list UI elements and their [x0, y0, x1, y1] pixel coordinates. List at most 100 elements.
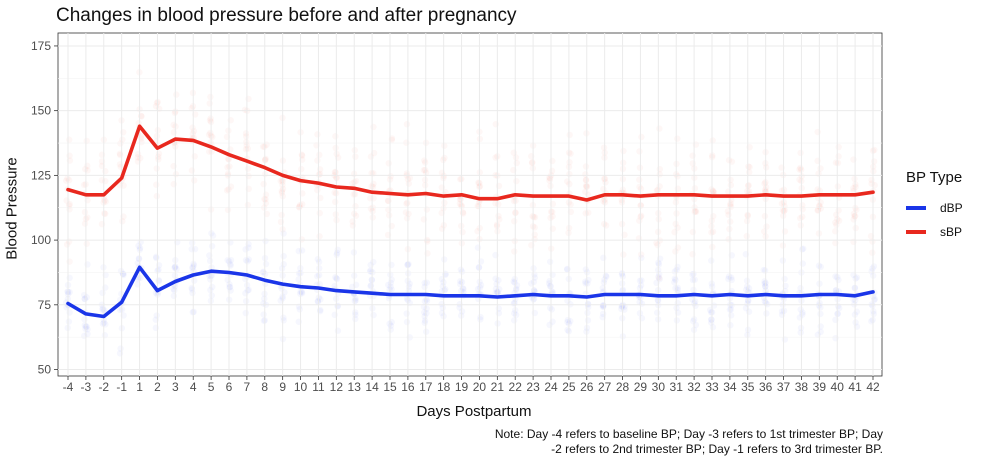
data-point-sbp [869, 238, 876, 245]
data-point-dbp [224, 276, 231, 284]
data-point-dbp [331, 311, 338, 319]
data-point-dbp [546, 282, 554, 290]
data-point-sbp [513, 177, 520, 185]
data-point-sbp [83, 137, 90, 145]
data-point-dbp [548, 306, 556, 313]
data-point-dbp [672, 276, 679, 284]
legend-item-sbp: sBP [906, 220, 963, 244]
data-point-sbp [385, 160, 392, 167]
data-point-sbp [421, 166, 429, 174]
x-tick-label: -2 [98, 380, 109, 394]
data-point-sbp [190, 127, 198, 135]
data-point-sbp [582, 171, 589, 178]
data-point-dbp [513, 285, 520, 292]
x-tick-label: 15 [383, 380, 397, 394]
x-tick-label: 36 [759, 380, 773, 394]
y-tick-label: 175 [31, 39, 51, 53]
data-point-sbp [814, 128, 821, 136]
data-point-sbp [367, 153, 375, 160]
data-point-sbp [457, 176, 464, 183]
data-point-sbp [833, 221, 840, 229]
data-point-sbp [709, 228, 717, 235]
data-point-dbp [66, 309, 73, 316]
data-point-dbp [314, 256, 321, 263]
data-point-dbp [387, 326, 394, 333]
data-point-sbp [779, 242, 787, 249]
data-point-dbp [261, 295, 268, 302]
data-point-sbp [566, 131, 573, 139]
data-point-sbp [332, 198, 339, 206]
data-point-sbp [459, 228, 466, 236]
data-point-sbp [119, 136, 126, 143]
data-point-dbp [84, 330, 91, 338]
data-point-dbp [314, 298, 322, 306]
data-point-sbp [637, 185, 645, 193]
data-point-sbp [781, 206, 788, 214]
data-point-dbp [64, 288, 71, 295]
data-point-sbp [314, 186, 321, 194]
data-point-dbp [189, 264, 196, 272]
data-point-dbp [333, 249, 341, 257]
data-point-sbp [63, 241, 71, 248]
data-point-sbp [797, 222, 804, 229]
data-point-sbp [155, 153, 162, 160]
data-point-sbp [173, 91, 180, 98]
data-point-dbp [727, 322, 734, 329]
data-point-dbp [582, 266, 589, 273]
data-point-dbp [690, 286, 697, 294]
data-point-sbp [636, 148, 643, 155]
data-point-sbp [207, 93, 214, 101]
data-point-dbp [260, 268, 267, 276]
data-point-dbp [403, 318, 411, 326]
data-point-sbp [852, 224, 859, 232]
data-point-sbp [691, 208, 698, 216]
data-point-dbp [334, 327, 342, 334]
data-point-dbp [367, 261, 374, 269]
data-point-dbp [332, 274, 339, 281]
x-tick-label: 30 [652, 380, 666, 394]
x-tick-label: 21 [491, 380, 505, 394]
data-point-dbp [403, 295, 411, 302]
data-point-sbp [101, 210, 108, 217]
data-point-dbp [421, 319, 428, 326]
data-point-sbp [351, 146, 358, 154]
data-point-dbp [334, 302, 341, 309]
data-point-sbp [548, 167, 556, 175]
data-point-sbp [674, 135, 681, 142]
data-point-dbp [227, 287, 234, 294]
data-point-sbp [656, 125, 663, 132]
data-point-dbp [636, 310, 644, 317]
data-point-sbp [351, 191, 359, 198]
data-point-dbp [83, 294, 90, 301]
data-point-dbp [242, 257, 250, 264]
data-point-dbp [315, 271, 323, 279]
data-point-dbp [548, 288, 556, 295]
data-point-sbp [369, 208, 376, 215]
x-tick-label: 9 [279, 380, 286, 394]
data-point-sbp [602, 179, 609, 186]
data-point-sbp [492, 120, 499, 128]
data-point-sbp [582, 188, 589, 195]
data-point-sbp [352, 153, 359, 160]
data-point-dbp [477, 316, 484, 323]
x-tick-label: 22 [509, 380, 523, 394]
data-point-sbp [242, 133, 250, 140]
data-point-dbp [743, 286, 750, 293]
data-point-sbp [850, 238, 857, 246]
data-point-sbp [709, 188, 717, 195]
data-point-sbp [245, 95, 252, 103]
data-point-dbp [170, 292, 178, 300]
data-point-sbp [725, 211, 732, 218]
x-tick-label: 10 [294, 380, 308, 394]
data-point-dbp [546, 277, 553, 285]
data-point-dbp [421, 313, 428, 320]
data-point-sbp [188, 167, 196, 174]
data-point-sbp [457, 195, 464, 203]
data-point-sbp [278, 189, 286, 196]
data-point-sbp [833, 211, 840, 218]
y-tick-label: 75 [38, 298, 52, 312]
data-point-sbp [117, 163, 124, 171]
data-point-sbp [654, 186, 661, 194]
data-point-sbp [834, 183, 841, 190]
